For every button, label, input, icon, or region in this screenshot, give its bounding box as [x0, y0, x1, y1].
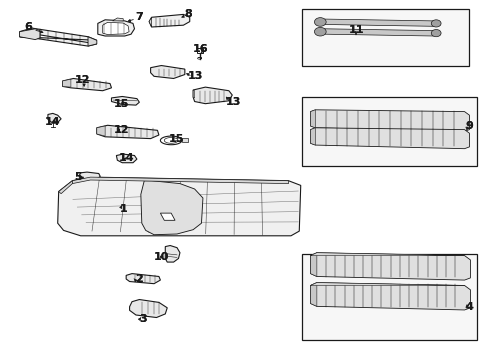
Text: 1: 1	[119, 204, 127, 214]
Text: 9: 9	[465, 121, 472, 131]
Text: 12: 12	[74, 75, 90, 85]
Bar	[302, 254, 476, 340]
Circle shape	[314, 18, 325, 26]
Polygon shape	[112, 18, 123, 21]
Polygon shape	[310, 110, 468, 131]
Text: 7: 7	[135, 12, 143, 22]
Bar	[302, 9, 468, 66]
Polygon shape	[88, 37, 97, 46]
Text: 13: 13	[225, 96, 241, 107]
Polygon shape	[149, 17, 151, 27]
Text: 12: 12	[74, 75, 90, 85]
Polygon shape	[72, 177, 288, 184]
Text: 8: 8	[184, 9, 192, 19]
Polygon shape	[310, 128, 315, 145]
Text: 15: 15	[168, 134, 183, 144]
Polygon shape	[310, 110, 315, 128]
Polygon shape	[196, 48, 203, 53]
Text: 3: 3	[139, 314, 146, 324]
Polygon shape	[310, 283, 464, 285]
Polygon shape	[310, 253, 469, 280]
Polygon shape	[165, 246, 180, 262]
Polygon shape	[141, 181, 203, 235]
Polygon shape	[150, 66, 184, 78]
Polygon shape	[160, 213, 175, 220]
Polygon shape	[97, 125, 159, 139]
Polygon shape	[20, 28, 97, 46]
Polygon shape	[111, 96, 139, 105]
Polygon shape	[48, 113, 61, 123]
Polygon shape	[316, 19, 439, 26]
Text: 15: 15	[113, 99, 129, 109]
Text: 4: 4	[465, 302, 472, 312]
Polygon shape	[182, 138, 188, 142]
Text: 14: 14	[45, 117, 61, 127]
Text: 13: 13	[187, 71, 203, 81]
Text: 15: 15	[113, 99, 129, 109]
Text: 8: 8	[184, 9, 192, 19]
Text: 2: 2	[135, 274, 143, 284]
Text: 4: 4	[465, 302, 472, 312]
Text: 1: 1	[119, 204, 127, 214]
Polygon shape	[316, 29, 439, 36]
Polygon shape	[79, 172, 100, 179]
Polygon shape	[310, 283, 316, 306]
Polygon shape	[59, 181, 72, 194]
Polygon shape	[62, 79, 71, 87]
Text: 6: 6	[24, 22, 32, 32]
Text: 11: 11	[347, 24, 363, 35]
Polygon shape	[193, 90, 194, 98]
Text: 2: 2	[135, 274, 143, 284]
Text: 5: 5	[74, 172, 82, 182]
Circle shape	[430, 20, 440, 27]
Text: 16: 16	[192, 44, 208, 54]
Text: 16: 16	[192, 44, 208, 54]
Text: 3: 3	[139, 314, 146, 324]
Polygon shape	[310, 253, 464, 256]
Text: 6: 6	[24, 22, 32, 32]
Polygon shape	[149, 14, 189, 27]
Text: 7: 7	[135, 12, 143, 22]
Polygon shape	[310, 283, 469, 310]
Polygon shape	[62, 78, 111, 91]
Text: 13: 13	[225, 96, 241, 107]
Text: 15: 15	[168, 134, 183, 144]
Text: 13: 13	[187, 71, 203, 81]
Bar	[302, 97, 476, 166]
Text: 12: 12	[113, 125, 129, 135]
Text: 9: 9	[465, 121, 472, 131]
Text: 14: 14	[45, 117, 61, 127]
Polygon shape	[126, 274, 160, 284]
Polygon shape	[116, 154, 137, 163]
Text: 14: 14	[118, 153, 134, 163]
Polygon shape	[58, 177, 300, 236]
Circle shape	[430, 30, 440, 37]
Polygon shape	[310, 253, 316, 276]
Polygon shape	[310, 128, 468, 149]
Text: 10: 10	[153, 252, 169, 262]
Polygon shape	[102, 22, 129, 35]
Text: 12: 12	[113, 125, 129, 135]
Text: 14: 14	[118, 153, 134, 163]
Polygon shape	[98, 20, 134, 36]
Polygon shape	[129, 300, 167, 318]
Polygon shape	[193, 87, 232, 104]
Text: 11: 11	[347, 24, 363, 35]
Text: 5: 5	[74, 172, 82, 182]
Circle shape	[314, 27, 325, 36]
Polygon shape	[97, 126, 105, 136]
Polygon shape	[20, 29, 40, 40]
Text: 10: 10	[153, 252, 169, 262]
